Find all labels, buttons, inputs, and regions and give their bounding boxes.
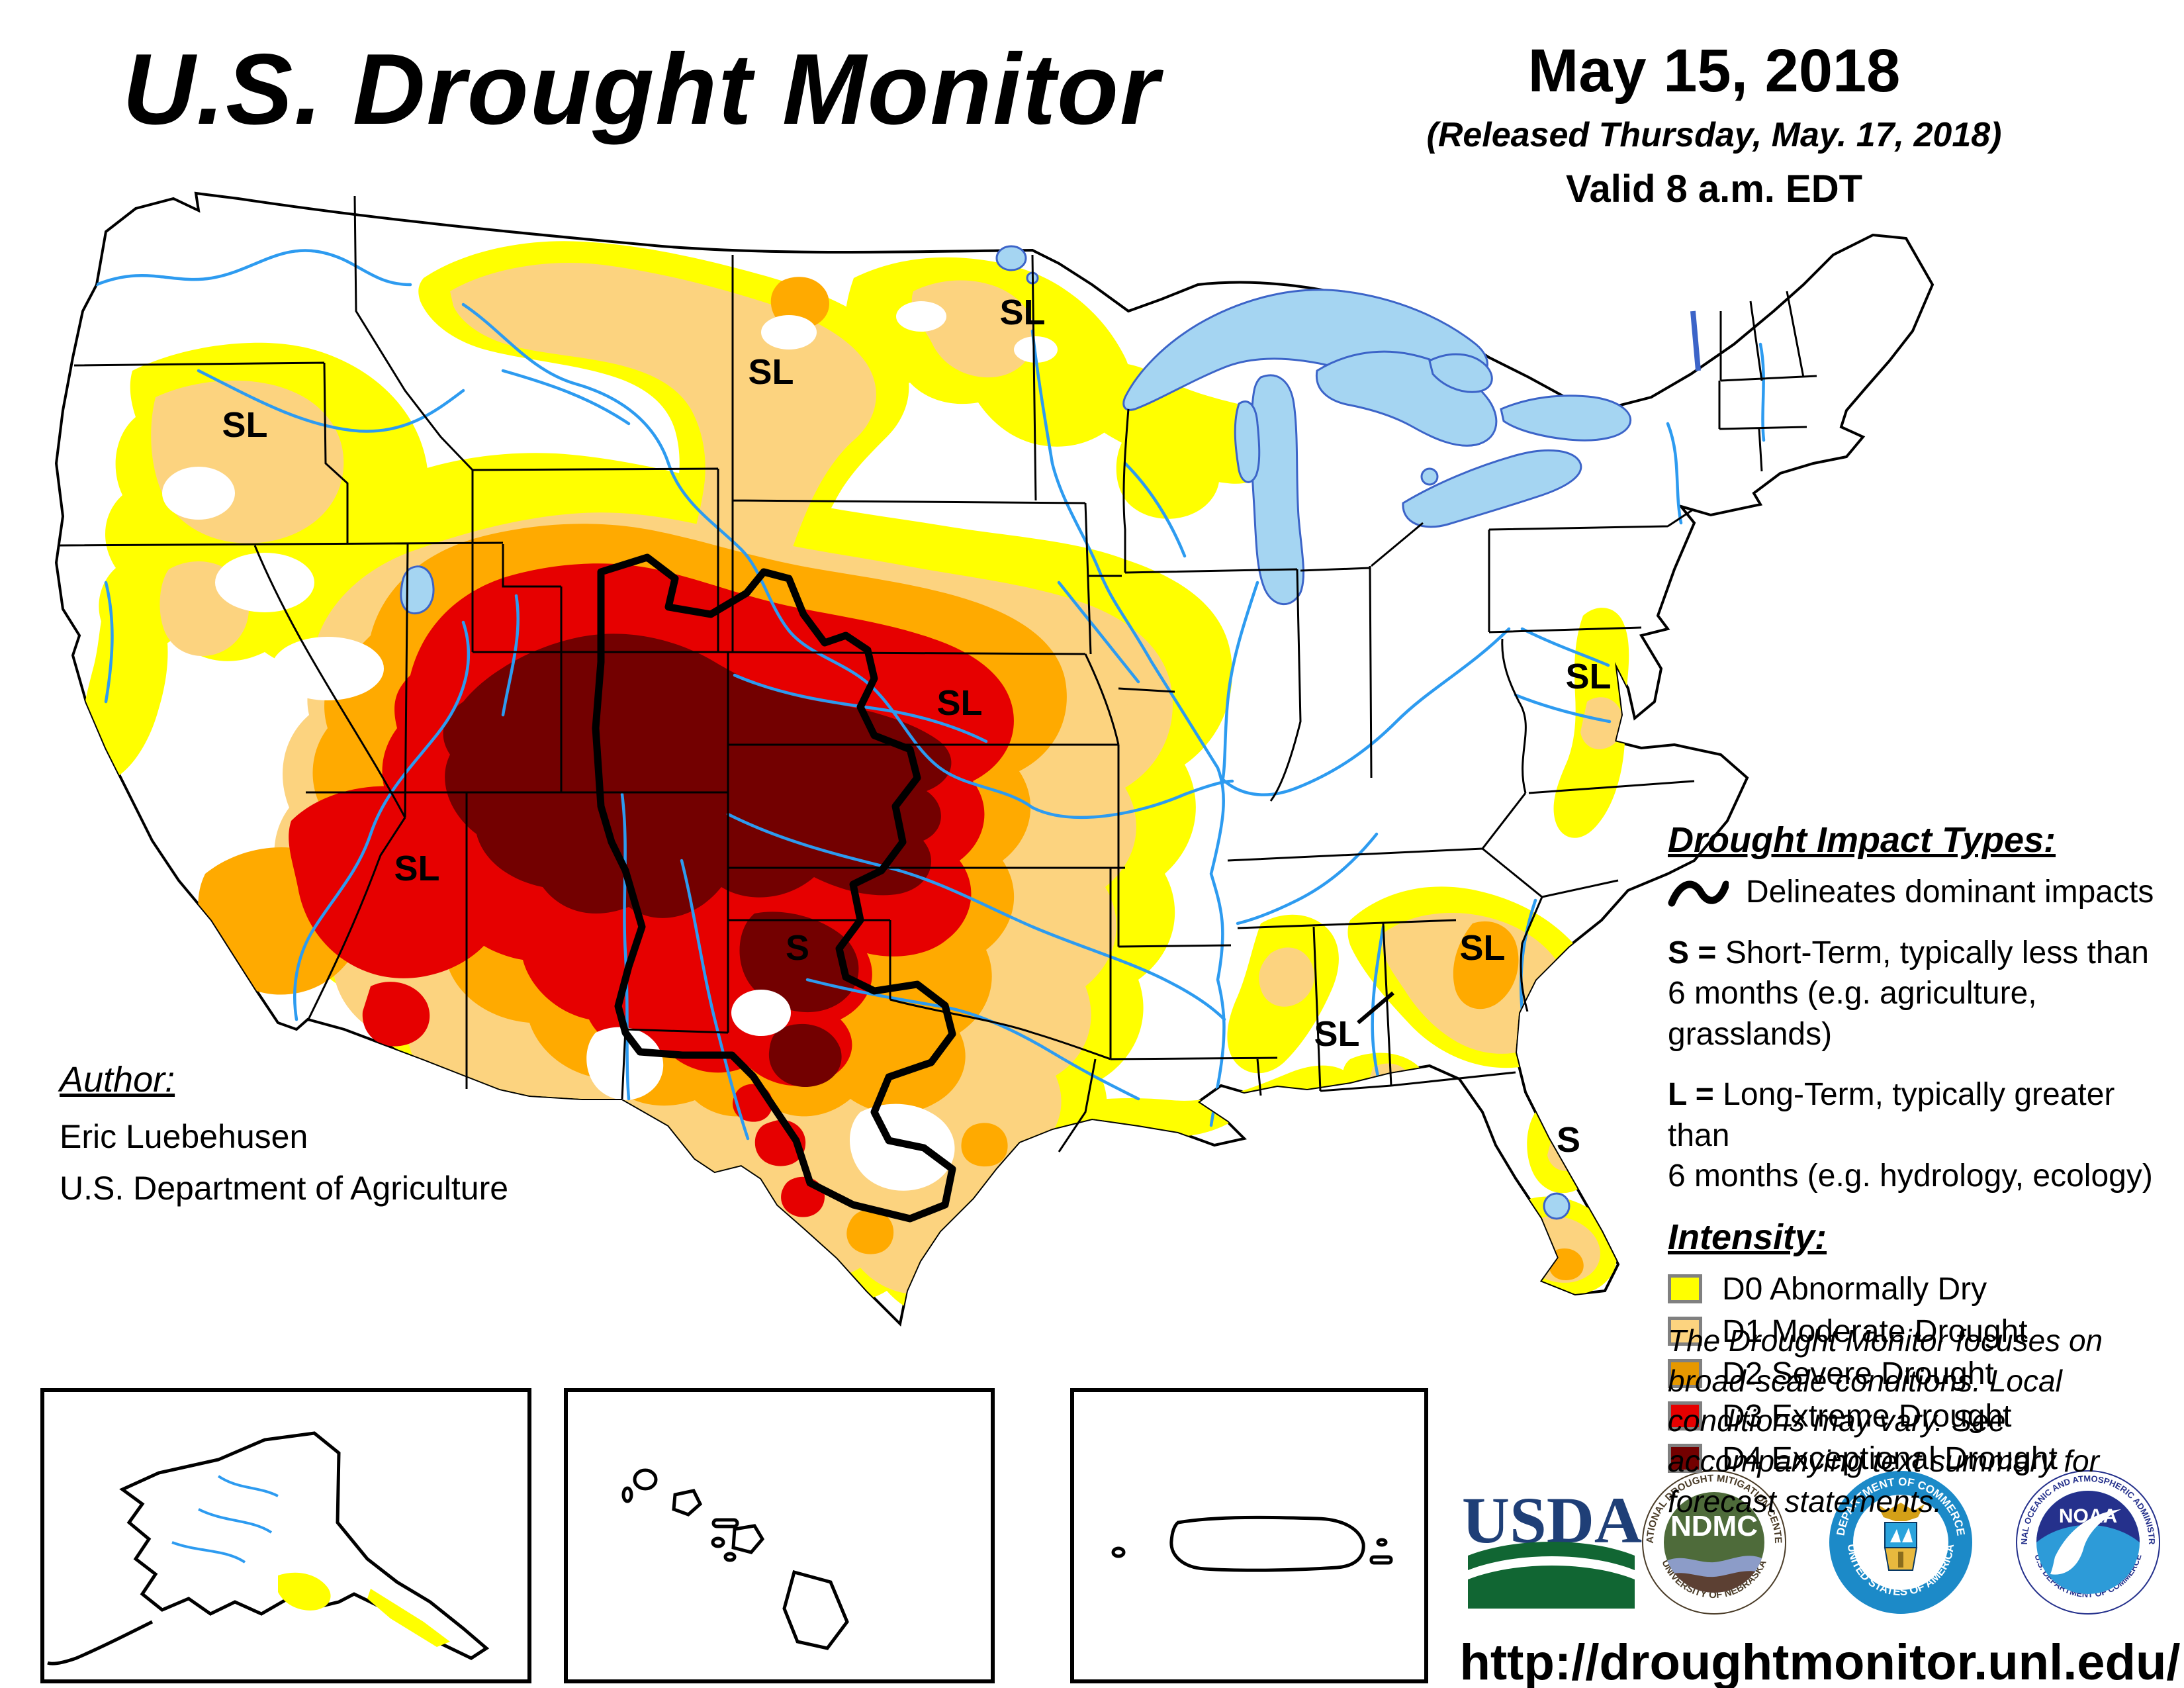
d3-label: D3 Extreme Drought xyxy=(1722,1398,2012,1434)
drought-monitor-url: http://droughtmonitor.unl.edu/ xyxy=(1459,1634,2181,1688)
alaska-inset xyxy=(40,1388,531,1683)
intensity-row-d4: D4 Exceptional Drought xyxy=(1668,1440,2184,1477)
intensity-heading: Intensity: xyxy=(1668,1217,1827,1257)
long-term-definition: L = Long-Term, typically greater than 6 … xyxy=(1668,1074,2184,1196)
release-date: (Released Thursday, May. 17, 2018) xyxy=(1426,116,2002,154)
label-gulf-coast: SL xyxy=(1314,1014,1359,1054)
d2-swatch xyxy=(1668,1359,1702,1389)
delineates-text: Delineates dominant impacts xyxy=(1746,874,2154,910)
label-oregon: SL xyxy=(222,405,267,445)
tilde-contour-icon xyxy=(1668,880,1729,906)
alaska-d0-area xyxy=(278,1572,331,1611)
svg-text:NDMC: NDMC xyxy=(1670,1510,1758,1542)
label-arizona: SL xyxy=(394,849,439,888)
short-term-definition: S = Short-Term, typically less than 6 mo… xyxy=(1668,933,2184,1055)
author-block: Author: Eric Luebehusen U.S. Department … xyxy=(60,1059,508,1221)
svg-text:NOAA: NOAA xyxy=(2059,1505,2117,1527)
drought-d4-areas xyxy=(443,633,952,1088)
label-kansas-missouri: SL xyxy=(936,683,982,723)
long-term-code: L = xyxy=(1668,1077,1714,1113)
intensity-row-d2: D2 Severe Drought xyxy=(1668,1356,2184,1392)
d4-swatch xyxy=(1668,1444,1702,1474)
intensity-row-d3: D3 Extreme Drought xyxy=(1668,1398,2184,1434)
d1-swatch xyxy=(1668,1317,1702,1346)
gulf-label-leader-line xyxy=(1357,991,1394,1025)
label-oklahoma: S xyxy=(786,928,809,968)
puerto-rico-inset xyxy=(1070,1388,1428,1683)
label-virginia-coast: SL xyxy=(1565,657,1611,696)
long-term-line1: Long-Term, typically greater than xyxy=(1668,1077,2115,1153)
short-term-line1: Short-Term, typically less than xyxy=(1725,935,2149,970)
d1-label: D1 Moderate Drought xyxy=(1722,1313,2028,1349)
doc-eagle-icon xyxy=(1877,1503,1925,1521)
label-south-florida: S xyxy=(1557,1120,1580,1160)
d2-label: D2 Severe Drought xyxy=(1722,1356,1994,1391)
legend-panel: Drought Impact Types: Delineates dominan… xyxy=(1668,820,2184,1483)
intensity-row-d0: D0 Abnormally Dry xyxy=(1668,1271,2184,1307)
label-georgia: SL xyxy=(1459,928,1505,968)
d3-swatch xyxy=(1668,1401,1702,1431)
author-heading: Author: xyxy=(60,1060,175,1100)
impact-delineation-contour xyxy=(592,553,956,1223)
impact-types-heading: Drought Impact Types: xyxy=(1668,820,2056,860)
label-montana-dakotas: SL xyxy=(748,352,794,392)
page-title: U.S. Drought Monitor xyxy=(122,33,1161,146)
hawaii-inset xyxy=(564,1388,995,1683)
date-block: May 15, 2018 (Released Thursday, May. 17… xyxy=(1297,36,2131,211)
usda-logo: USDA xyxy=(1462,1483,1642,1609)
short-term-line2: 6 months (e.g. agriculture, grasslands) xyxy=(1668,976,2037,1052)
d0-label: D0 Abnormally Dry xyxy=(1722,1271,1987,1307)
map-impact-labels: SL SL SL SL SL S SL SL SL S xyxy=(222,293,1611,1160)
d4-label: D4 Exceptional Drought xyxy=(1722,1440,2058,1476)
label-minnesota: SL xyxy=(999,293,1045,332)
short-term-code: S = xyxy=(1668,935,1717,970)
valid-time: Valid 8 a.m. EDT xyxy=(1565,167,1863,211)
author-name: Eric Luebehusen xyxy=(60,1118,308,1155)
non-drought-gaps xyxy=(162,301,1058,1191)
alaska-d0-panhandle xyxy=(367,1589,450,1647)
author-org: U.S. Department of Agriculture xyxy=(60,1170,509,1207)
intensity-row-d1: D1 Moderate Drought xyxy=(1668,1313,2184,1350)
d0-swatch xyxy=(1668,1274,1702,1304)
long-term-line2: 6 months (e.g. hydrology, ecology) xyxy=(1668,1158,2153,1194)
state-borders xyxy=(58,195,1817,1152)
great-lakes xyxy=(400,245,1701,1220)
noaa-bird-icon xyxy=(2050,1509,2121,1575)
map-date: May 15, 2018 xyxy=(1527,37,1901,105)
disclaimer-text: The Drought Monitor focuses on broad-sca… xyxy=(1668,1323,2103,1519)
